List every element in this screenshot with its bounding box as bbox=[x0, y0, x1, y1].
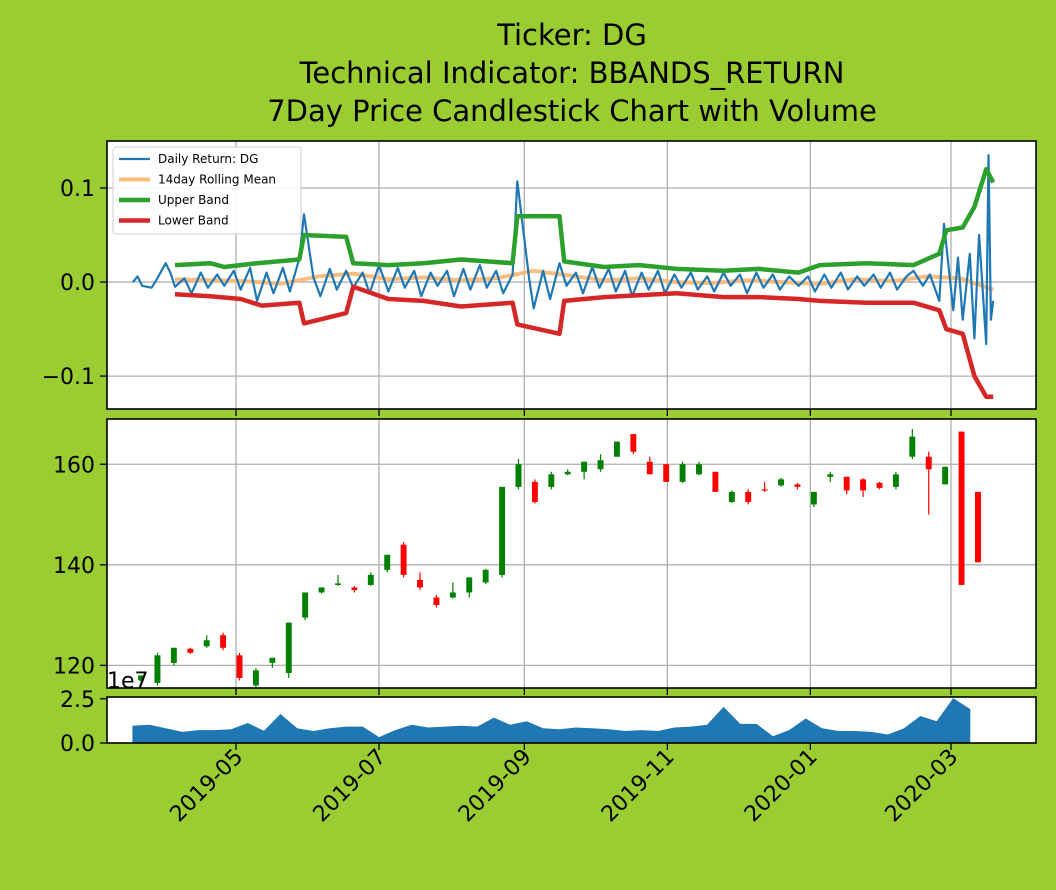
candle-body-16 bbox=[400, 544, 407, 575]
candle-body-21 bbox=[482, 569, 489, 583]
volume-plot-area bbox=[132, 698, 971, 743]
volume-axes-frame bbox=[106, 696, 1037, 744]
series-line-1 bbox=[174, 268, 994, 292]
candle-body-50 bbox=[958, 431, 965, 585]
candle-body-22 bbox=[499, 486, 506, 575]
candle-body-39 bbox=[778, 479, 784, 486]
candle-body-32 bbox=[663, 464, 670, 482]
price-panel: 160 140 120 bbox=[53, 418, 1037, 695]
bbands-panel: 0.1 0.0 −0.1 Daily Return: DG 14day Rolling … bbox=[42, 140, 1037, 416]
legend-label-0: Daily Return: DG bbox=[158, 152, 258, 166]
bbands-plot-area bbox=[132, 154, 996, 400]
candle-body-25 bbox=[548, 474, 555, 487]
candle-body-12 bbox=[335, 583, 341, 585]
candle-body-26 bbox=[564, 471, 571, 475]
volume-scale-label: 1e7 bbox=[107, 669, 149, 694]
candle-body-5 bbox=[220, 635, 227, 648]
candle-body-15 bbox=[384, 554, 391, 570]
candle-body-4 bbox=[203, 640, 210, 647]
candle-body-46 bbox=[892, 474, 899, 487]
candle-body-1 bbox=[154, 655, 161, 683]
candle-body-47 bbox=[909, 436, 916, 457]
candle-body-51 bbox=[975, 491, 981, 563]
bbands-ytick-label-1: 0.0 bbox=[60, 271, 95, 296]
candle-body-18 bbox=[433, 597, 440, 606]
legend-label-2: Upper Band bbox=[158, 193, 229, 207]
candle-body-34 bbox=[696, 464, 702, 475]
candle-body-37 bbox=[745, 491, 752, 502]
candle-body-14 bbox=[367, 574, 374, 585]
price-ytick-label-0: 160 bbox=[53, 453, 95, 478]
candle-body-17 bbox=[417, 579, 423, 588]
candle-body-24 bbox=[531, 481, 538, 502]
candle-body-19 bbox=[449, 592, 456, 598]
price-axes-frame bbox=[106, 418, 1037, 689]
bbands-ytick-label-0: 0.1 bbox=[60, 177, 95, 202]
candle-body-11 bbox=[318, 587, 325, 593]
candle-body-2 bbox=[170, 647, 177, 663]
legend-label-1: 14day Rolling Mean bbox=[158, 173, 276, 187]
candle-body-31 bbox=[646, 461, 653, 475]
candle-body-36 bbox=[728, 491, 735, 502]
legend: Daily Return: DG 14day Rolling Mean Upper … bbox=[112, 146, 302, 235]
candle-body-44 bbox=[860, 479, 867, 491]
candle-body-20 bbox=[466, 577, 473, 593]
series-line-0 bbox=[132, 154, 995, 346]
volume-ytick-label-1: 0.0 bbox=[60, 732, 95, 757]
candle-body-38 bbox=[761, 489, 768, 491]
candle-body-42 bbox=[827, 474, 834, 477]
price-ytick-label-1: 140 bbox=[53, 554, 95, 579]
chart-title: Ticker: DG Technical Indicator: BBANDS_R… bbox=[267, 18, 877, 128]
candle-body-10 bbox=[302, 592, 309, 618]
price-ytick-label-2: 120 bbox=[53, 654, 95, 679]
candle-body-0 bbox=[138, 675, 145, 681]
volume-ytick-label-0: 2.5 bbox=[60, 688, 95, 713]
candle-body-28 bbox=[597, 460, 604, 470]
title-line-3: 7Day Price Candlestick Chart with Volume bbox=[267, 94, 877, 128]
candle-body-6 bbox=[236, 655, 243, 678]
candle-body-3 bbox=[187, 648, 194, 653]
candle-body-29 bbox=[613, 441, 620, 457]
candle-body-41 bbox=[810, 491, 817, 505]
candle-body-43 bbox=[843, 476, 850, 491]
candle-body-23 bbox=[515, 464, 522, 487]
volume-area bbox=[132, 698, 971, 743]
series-line-2 bbox=[174, 166, 996, 275]
legend-label-3: Lower Band bbox=[158, 214, 229, 228]
candle-body-33 bbox=[679, 464, 686, 482]
title-line-2: Technical Indicator: BBANDS_RETURN bbox=[299, 56, 845, 90]
candle-body-9 bbox=[285, 622, 292, 673]
candle-body-45 bbox=[876, 482, 883, 488]
candle-body-8 bbox=[269, 657, 276, 663]
candle-body-30 bbox=[630, 434, 637, 452]
legend-frame bbox=[112, 146, 302, 235]
candle-body-35 bbox=[712, 471, 719, 492]
bbands-ytick-label-2: −0.1 bbox=[42, 365, 95, 390]
series-line-3 bbox=[174, 284, 994, 400]
candle-body-7 bbox=[252, 670, 259, 686]
price-plot-area bbox=[138, 429, 981, 688]
title-line-1: Ticker: DG bbox=[496, 18, 647, 52]
bbands-axes-frame bbox=[106, 140, 1037, 410]
candle-body-49 bbox=[942, 466, 949, 485]
candle-body-27 bbox=[581, 461, 588, 472]
volume-panel: 2.5 0.0 1e7 bbox=[60, 669, 1037, 757]
candle-body-40 bbox=[794, 484, 801, 487]
candle-body-13 bbox=[351, 587, 358, 590]
candle-body-48 bbox=[925, 456, 932, 470]
price-axes-background bbox=[107, 419, 1036, 688]
